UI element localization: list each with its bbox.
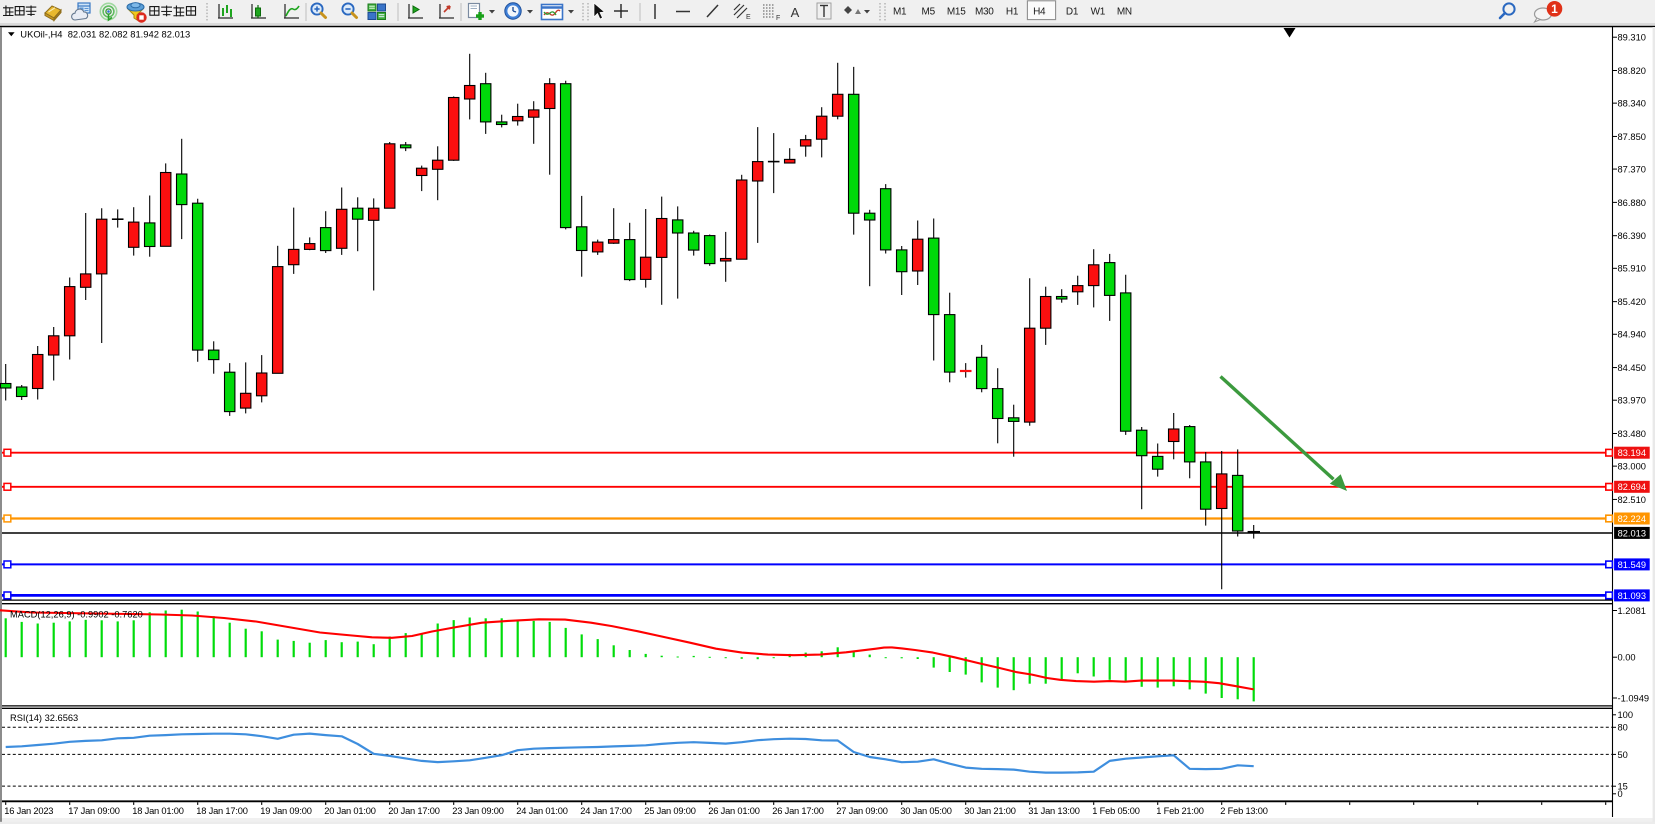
svg-text:M1: M1 (893, 7, 907, 18)
svg-text:M5: M5 (922, 7, 936, 18)
svg-text:E: E (746, 14, 751, 21)
svg-text:1: 1 (1551, 2, 1558, 16)
svg-text:2 Feb 13:00: 2 Feb 13:00 (1220, 806, 1267, 816)
svg-text:81.549: 81.549 (1618, 560, 1646, 570)
svg-text:25 Jan 09:00: 25 Jan 09:00 (644, 806, 695, 816)
svg-text:26 Jan 01:00: 26 Jan 01:00 (708, 806, 759, 816)
svg-text:H1: H1 (1006, 7, 1019, 18)
svg-text:17 Jan 09:00: 17 Jan 09:00 (68, 806, 119, 816)
svg-text:88.340: 88.340 (1618, 99, 1646, 109)
svg-text:1 Feb 05:00: 1 Feb 05:00 (1092, 806, 1139, 816)
svg-text:83.480: 83.480 (1618, 429, 1646, 439)
svg-text:D1: D1 (1066, 7, 1079, 18)
svg-text:RSI(14) 32.6563: RSI(14) 32.6563 (10, 713, 78, 723)
svg-text:1.2081: 1.2081 (1618, 606, 1646, 616)
svg-text:83.000: 83.000 (1618, 462, 1646, 472)
svg-text:82.694: 82.694 (1618, 482, 1646, 492)
svg-text:87.850: 87.850 (1618, 132, 1646, 142)
svg-text:85.910: 85.910 (1618, 264, 1646, 274)
svg-text:31 Jan 13:00: 31 Jan 13:00 (1028, 806, 1079, 816)
svg-text:83.194: 83.194 (1618, 448, 1646, 458)
svg-text:83.970: 83.970 (1618, 396, 1646, 406)
svg-text:24 Jan 01:00: 24 Jan 01:00 (516, 806, 567, 816)
svg-text:16 Jan 2023: 16 Jan 2023 (4, 806, 53, 816)
svg-text:82.510: 82.510 (1618, 495, 1646, 505)
svg-text:100: 100 (1618, 710, 1634, 720)
svg-text:F: F (776, 15, 780, 22)
svg-text:A: A (791, 5, 800, 20)
svg-text:MN: MN (1117, 7, 1132, 18)
svg-text:20 Jan 17:00: 20 Jan 17:00 (388, 806, 439, 816)
svg-text:M15: M15 (947, 7, 966, 18)
svg-text:27 Jan 09:00: 27 Jan 09:00 (836, 806, 887, 816)
svg-text:89.310: 89.310 (1618, 33, 1646, 43)
svg-text:19 Jan 09:00: 19 Jan 09:00 (260, 806, 311, 816)
svg-text:18 Jan 01:00: 18 Jan 01:00 (132, 806, 183, 816)
svg-text:85.420: 85.420 (1618, 297, 1646, 307)
svg-text:26 Jan 17:00: 26 Jan 17:00 (772, 806, 823, 816)
svg-text:-1.0949: -1.0949 (1618, 693, 1650, 703)
svg-text:88.820: 88.820 (1618, 66, 1646, 76)
svg-text:0.00: 0.00 (1618, 653, 1636, 663)
svg-text:15: 15 (1618, 782, 1628, 792)
svg-text:24 Jan 17:00: 24 Jan 17:00 (580, 806, 631, 816)
svg-text:18 Jan 17:00: 18 Jan 17:00 (196, 806, 247, 816)
svg-text:84.450: 84.450 (1618, 363, 1646, 373)
svg-text:81.093: 81.093 (1618, 591, 1646, 601)
svg-text:80: 80 (1618, 723, 1628, 733)
svg-text:H4: H4 (1033, 7, 1046, 18)
svg-text:30 Jan 05:00: 30 Jan 05:00 (900, 806, 951, 816)
svg-text:UKOil-,H4 82.031 82.082 81.94: UKOil-,H4 82.031 82.082 81.942 82.013 (20, 28, 190, 39)
svg-text:50: 50 (1618, 750, 1628, 760)
svg-text:30 Jan 21:00: 30 Jan 21:00 (964, 806, 1015, 816)
svg-text:82.013: 82.013 (1618, 528, 1646, 538)
svg-text:87.370: 87.370 (1618, 164, 1646, 174)
svg-text:0: 0 (1618, 789, 1623, 799)
svg-text:23 Jan 09:00: 23 Jan 09:00 (452, 806, 503, 816)
svg-text:MACD(12,26,9) -0.9902 -0.7620: MACD(12,26,9) -0.9902 -0.7620 (10, 609, 143, 619)
svg-text:20 Jan 01:00: 20 Jan 01:00 (324, 806, 375, 816)
svg-text:82.224: 82.224 (1618, 514, 1646, 524)
svg-text:86.880: 86.880 (1618, 198, 1646, 208)
svg-text:W1: W1 (1091, 7, 1106, 18)
svg-text:M30: M30 (975, 7, 994, 18)
svg-text:86.390: 86.390 (1618, 231, 1646, 241)
svg-text:1 Feb 21:00: 1 Feb 21:00 (1156, 806, 1203, 816)
svg-text:84.940: 84.940 (1618, 330, 1646, 340)
